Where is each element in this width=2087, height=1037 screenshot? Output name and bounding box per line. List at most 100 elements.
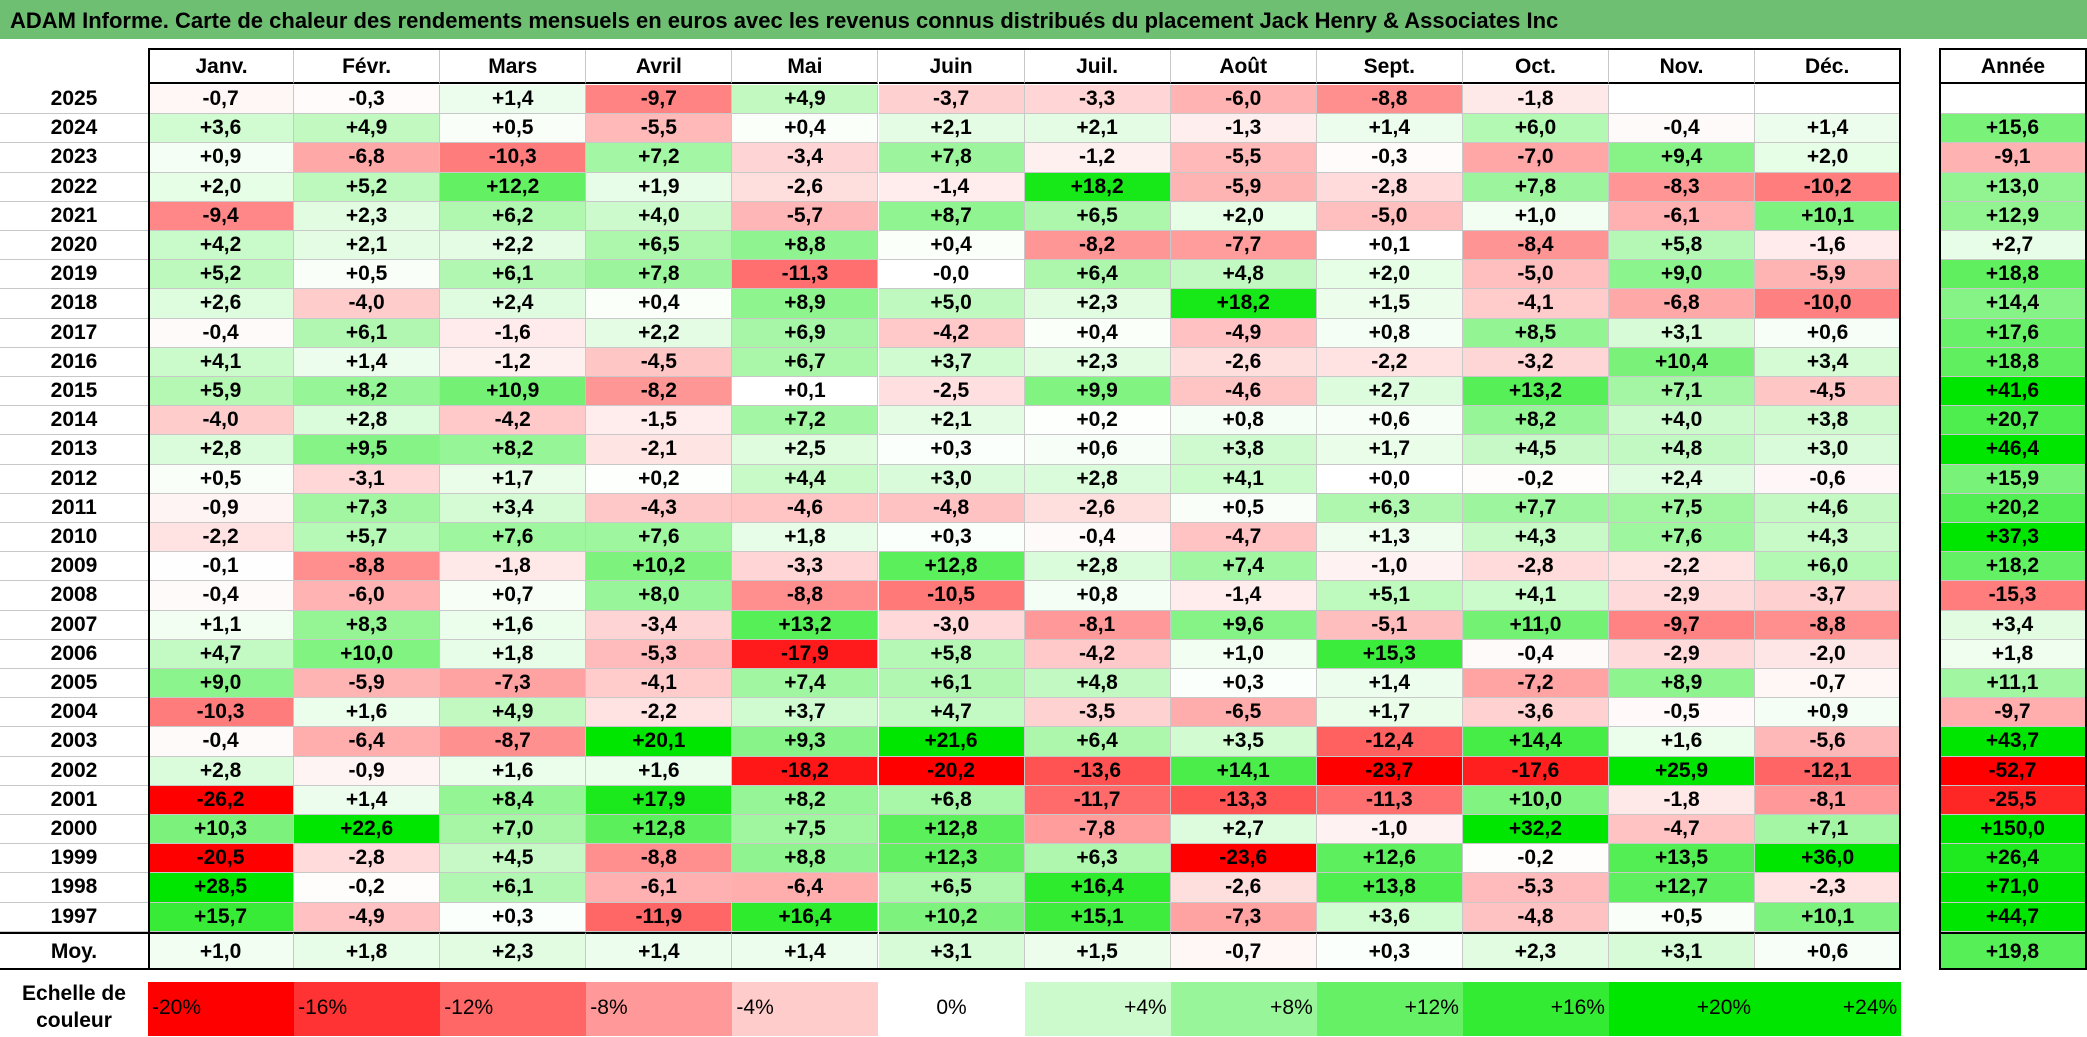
annual-cell: +12,9 — [1939, 201, 2087, 231]
heatmap-cell: +1,6 — [294, 698, 441, 728]
heatmap-cell: -3,0 — [878, 610, 1025, 640]
heatmap-cell: +15,3 — [1316, 639, 1463, 669]
annual-cell: +1,8 — [1939, 639, 2087, 669]
heatmap-cell: +8,5 — [1462, 318, 1609, 348]
heatmap-cell: -5,5 — [1170, 143, 1317, 173]
annual-cell: +15,9 — [1939, 464, 2087, 494]
heatmap-cell: -8,2 — [586, 377, 733, 407]
heatmap-cell: +10,2 — [586, 552, 733, 582]
heatmap-cell: +0,2 — [586, 464, 733, 494]
heatmap-cell: +6,8 — [878, 785, 1025, 815]
year-label: 2012 — [0, 465, 148, 494]
annual-header: Année — [1939, 48, 2087, 84]
heatmap-cell: +6,7 — [732, 347, 879, 377]
heatmap-cell: +6,2 — [440, 201, 587, 231]
heatmap-cell: -6,8 — [294, 143, 441, 173]
heatmap-cell: +8,2 — [732, 785, 879, 815]
heatmap-cell: +2,1 — [294, 231, 441, 261]
heatmap-cell: +18,2 — [1024, 172, 1171, 202]
heatmap-cell: +1,6 — [440, 610, 587, 640]
heatmap-cell: +2,3 — [1024, 347, 1171, 377]
heatmap-cell: +6,0 — [1755, 552, 1902, 582]
scale-swatch: -20% — [148, 982, 295, 1036]
heatmap-cell: +12,7 — [1609, 873, 1756, 903]
scale-swatch: 0% — [878, 982, 1025, 1036]
year-label: 2018 — [0, 289, 148, 319]
year-label: 1997 — [0, 903, 148, 932]
heatmap-cell: -2,2 — [1316, 347, 1463, 377]
heatmap-cell: +10,9 — [440, 377, 587, 407]
heatmap-cell: +7,0 — [440, 815, 587, 845]
heatmap-cell: -4,8 — [1462, 902, 1609, 932]
heatmap-cell: +4,6 — [1755, 493, 1902, 523]
heatmap-cell: +10,0 — [1462, 785, 1609, 815]
heatmap-cell: -0,2 — [1462, 844, 1609, 874]
heatmap-cell: -0,3 — [1316, 143, 1463, 173]
heatmap-cell: -6,4 — [294, 727, 441, 757]
heatmap-cell: +1,7 — [440, 464, 587, 494]
heatmap-cell: -9,7 — [1609, 610, 1756, 640]
heatmap-cell: +5,8 — [1609, 231, 1756, 261]
annual-cell: +20,2 — [1939, 493, 2087, 523]
heatmap-cell: -5,9 — [294, 669, 441, 699]
heatmap-cell: +32,2 — [1462, 815, 1609, 845]
heatmap-cell: +7,4 — [732, 669, 879, 699]
year-label: 2003 — [0, 727, 148, 757]
heatmap-cell: +15,1 — [1024, 902, 1171, 932]
average-cell: +1,8 — [294, 932, 441, 970]
heatmap-cell: -0,3 — [294, 85, 441, 115]
heatmap-cell: +0,3 — [878, 435, 1025, 465]
heatmap-cell: +0,9 — [1755, 698, 1902, 728]
month-header: Août — [1170, 48, 1317, 84]
heatmap-cell: -1,8 — [1609, 785, 1756, 815]
heatmap-cell: -1,2 — [1024, 143, 1171, 173]
heatmap-cell: +0,6 — [1024, 435, 1171, 465]
annual-cell: -9,7 — [1939, 698, 2087, 728]
heatmap-cell: +2,1 — [1024, 114, 1171, 144]
heatmap-cell: +4,9 — [294, 114, 441, 144]
heatmap-cell: +3,8 — [1170, 435, 1317, 465]
heatmap-cell: -3,4 — [732, 143, 879, 173]
heatmap-cell: -6,1 — [1609, 201, 1756, 231]
heatmap-cell: +6,1 — [878, 669, 1025, 699]
heatmap-cell: +6,4 — [1024, 727, 1171, 757]
heatmap-cell: -1,5 — [586, 406, 733, 436]
heatmap-cell: -4,1 — [1462, 289, 1609, 319]
month-header: Mars — [440, 48, 587, 84]
heatmap-cell: +0,3 — [1170, 669, 1317, 699]
heatmap-cell: -6,0 — [1170, 85, 1317, 115]
scale-swatch: -4% — [732, 982, 879, 1036]
annual-cell: +43,7 — [1939, 727, 2087, 757]
month-header: Févr. — [294, 48, 441, 84]
heatmap-cell: -4,7 — [1170, 523, 1317, 553]
heatmap-cell: -0,9 — [294, 756, 441, 786]
heatmap-cell: +5,1 — [1316, 581, 1463, 611]
heatmap-cell: +3,7 — [878, 347, 1025, 377]
heatmap-cell: -2,9 — [1609, 639, 1756, 669]
heatmap-cell: +6,5 — [586, 231, 733, 261]
heatmap-cell: +6,9 — [732, 318, 879, 348]
annual-cell: +44,7 — [1939, 902, 2087, 932]
heatmap-cell: +1,7 — [1316, 698, 1463, 728]
heatmap-cell: +0,4 — [878, 231, 1025, 261]
heatmap-cell: +0,4 — [1024, 318, 1171, 348]
heatmap-cell: +6,1 — [440, 260, 587, 290]
heatmap-cell: -4,0 — [294, 289, 441, 319]
heatmap-cell: +0,6 — [1316, 406, 1463, 436]
heatmap-cell: +36,0 — [1755, 844, 1902, 874]
heatmap-cell: +4,8 — [1024, 669, 1171, 699]
heatmap-cell: +2,8 — [1024, 552, 1171, 582]
heatmap-cell: -4,5 — [586, 347, 733, 377]
heatmap-cell: -6,8 — [1609, 289, 1756, 319]
heatmap-cell: -9,4 — [148, 201, 295, 231]
heatmap-cell: -7,8 — [1024, 815, 1171, 845]
heatmap-cell: -11,9 — [586, 902, 733, 932]
heatmap-cell: -3,7 — [878, 85, 1025, 115]
heatmap-cell: +1,3 — [1316, 523, 1463, 553]
heatmap-cell: +6,5 — [1024, 201, 1171, 231]
heatmap-cell: -8,7 — [440, 727, 587, 757]
heatmap-cell: +0,3 — [878, 523, 1025, 553]
annual-cell: +3,4 — [1939, 610, 2087, 640]
year-label: 2014 — [0, 406, 148, 436]
